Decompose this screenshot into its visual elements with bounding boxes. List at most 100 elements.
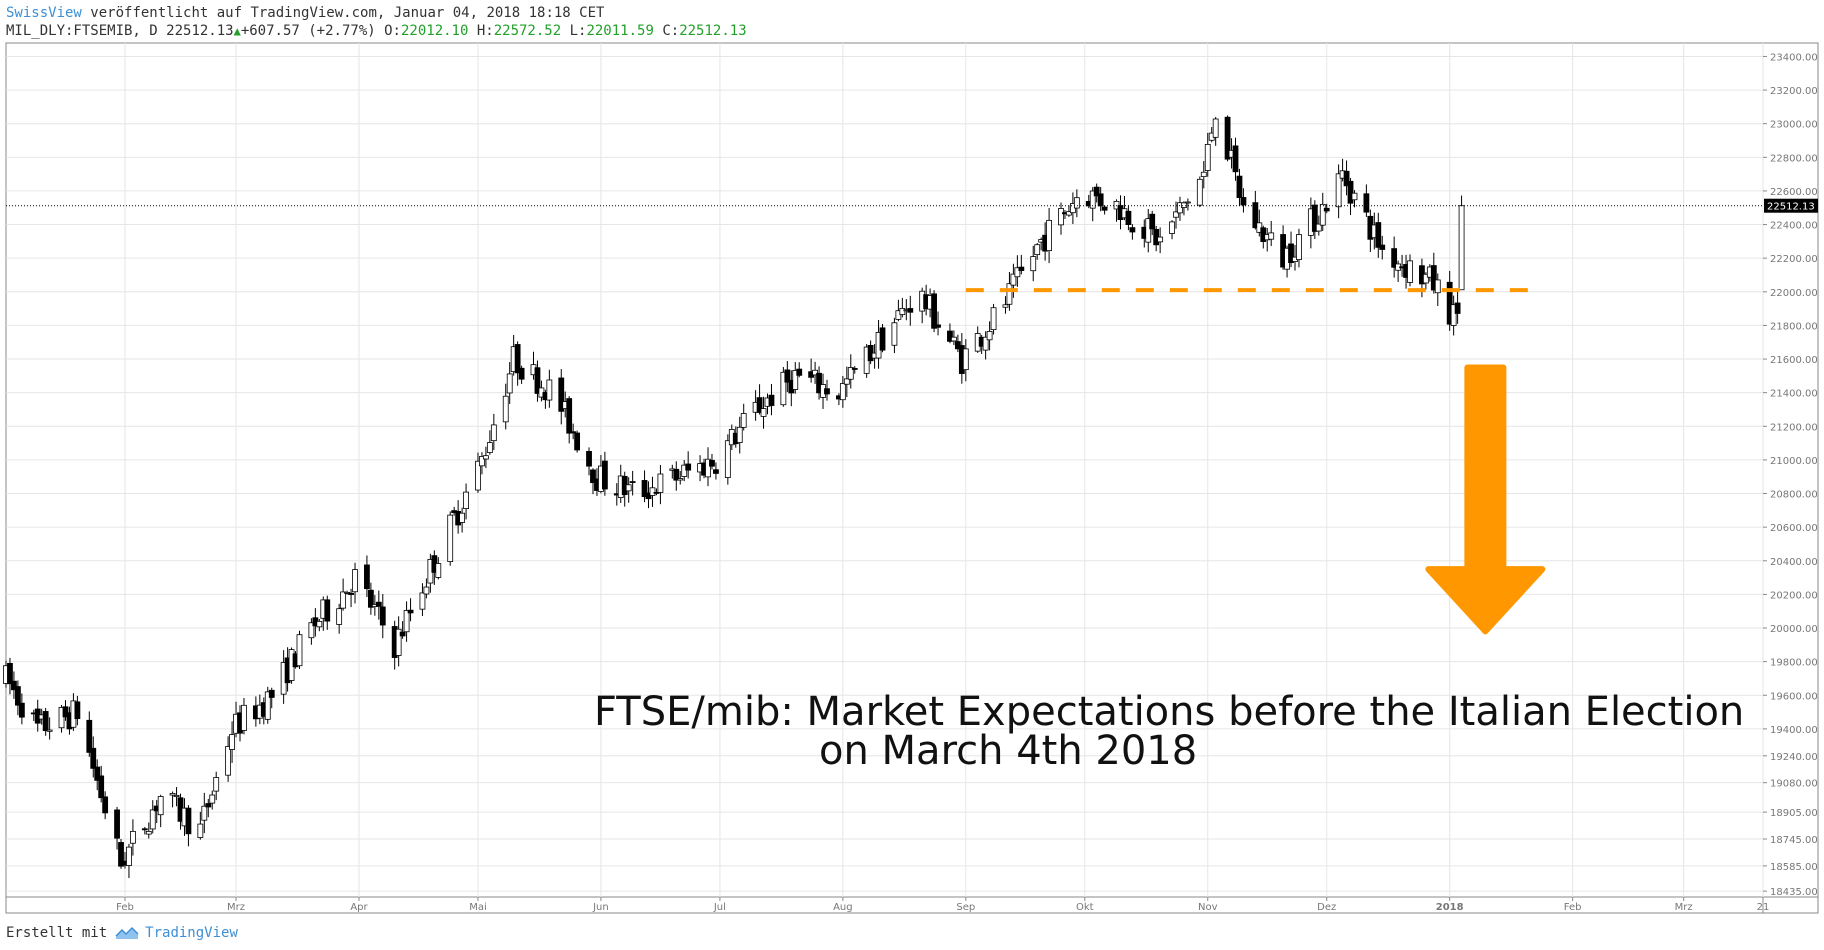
candle-body (62, 706, 69, 718)
candle-body (1073, 197, 1080, 209)
annotations: FTSE/mib: Market Expectations before the… (6, 205, 1763, 774)
candle-body (126, 846, 132, 866)
price-change: +607.57 (+2.77%) (240, 23, 376, 39)
y-tick-label: 19080.00 (1770, 779, 1818, 790)
candle-body (724, 440, 731, 478)
y-tick-label: 21000.00 (1770, 456, 1818, 467)
price-axis[interactable]: 18435.00 18585.00 18745.00 18905.00 19080.00… (1763, 52, 1818, 898)
y-tick-label: 20400.00 (1770, 557, 1818, 568)
candle-body (1002, 304, 1009, 308)
low-value: 22011.59 (586, 23, 654, 39)
time-axis[interactable]: Feb Mrz Apr Mai Jun Jul Aug Sep Okt Nov Dez 2018 Feb… (116, 897, 1769, 913)
y-tick-label: 22000.00 (1770, 288, 1818, 299)
candle-body (213, 777, 220, 792)
x-tick-label: Mai (469, 902, 487, 913)
candle-body (1097, 193, 1104, 207)
candle-body (58, 706, 65, 729)
last-price-label: 22512.13 (1767, 202, 1815, 213)
x-tick-label: Jul (713, 902, 726, 913)
candle-body (1034, 244, 1041, 256)
candle-body (141, 828, 148, 831)
candle-body (506, 373, 513, 394)
candle-body (891, 322, 898, 346)
candle-body (14, 686, 21, 706)
candle-body (241, 704, 247, 731)
candle-body (399, 631, 406, 637)
candle-body (982, 336, 989, 351)
candle-body (673, 468, 680, 481)
candle-body (1311, 204, 1318, 232)
candle-body (1200, 171, 1207, 178)
x-tick-label: Sep (956, 902, 975, 913)
candle-body (419, 592, 426, 610)
y-tick-label: 20000.00 (1770, 624, 1818, 635)
candle-body (1446, 281, 1453, 325)
candle-body (209, 794, 216, 804)
candle-body (1252, 202, 1259, 229)
candle-body (1185, 201, 1191, 204)
candle-body (514, 344, 521, 374)
candle-body (816, 372, 822, 394)
candle-body (625, 484, 632, 492)
candle-body (1430, 265, 1437, 291)
candle-body (1129, 227, 1136, 233)
y-tick-label: 19240.00 (1770, 752, 1818, 763)
candle-body (407, 609, 414, 614)
candle-body (534, 367, 541, 394)
candle-body (756, 397, 763, 413)
candle-body (1379, 244, 1386, 250)
candle-body (185, 807, 192, 835)
candle-body (1125, 210, 1132, 225)
candle-body (990, 307, 997, 331)
candle-body (1240, 197, 1247, 206)
y-tick-label: 18745.00 (1770, 835, 1818, 846)
candle-body (685, 463, 692, 471)
candle-body (1335, 173, 1342, 208)
candle-body (1173, 211, 1179, 218)
candle-body (546, 379, 553, 401)
candle-body (1351, 192, 1358, 201)
candle-body (86, 719, 93, 753)
candle-body (423, 586, 430, 595)
candle-body (1315, 223, 1322, 232)
candle-body (649, 487, 656, 496)
candle-body (114, 809, 120, 839)
candle-body (1391, 248, 1398, 268)
tradingview-brand: TradingView (145, 925, 238, 941)
candle-body (1288, 243, 1294, 264)
candle-body (1375, 222, 1382, 248)
candle-body (145, 830, 152, 835)
y-tick-label: 22200.00 (1770, 254, 1818, 265)
candle-body (479, 456, 485, 467)
candle-body (1196, 178, 1203, 206)
candle-body (847, 367, 854, 380)
candle-body (760, 408, 767, 417)
candle-body (340, 591, 347, 609)
candle-body (1296, 234, 1302, 261)
candle-body (483, 455, 489, 460)
x-tick-label: Feb (116, 902, 134, 913)
candle-body (379, 606, 386, 626)
y-tick-label: 23400.00 (1770, 52, 1818, 63)
candle-body (1089, 190, 1096, 209)
down-arrow-icon (1425, 364, 1546, 635)
up-triangle-icon: ▲ (233, 24, 241, 38)
close-label: C: (662, 23, 680, 39)
x-tick-label: Aug (833, 902, 853, 913)
candle-body (824, 388, 830, 395)
author-link[interactable]: SwissView (6, 5, 82, 21)
candle-body (740, 413, 747, 428)
chart-header-line1: SwissView veröffentlicht auf TradingView… (6, 5, 604, 21)
tradingview-link[interactable]: TradingView (115, 925, 238, 941)
candle-body (502, 395, 509, 423)
candle-body (657, 473, 664, 493)
close-value: 22512.13 (679, 23, 747, 39)
x-tick-label: Mrz (1675, 902, 1693, 913)
candle-body (736, 426, 743, 444)
candle-body (1232, 145, 1239, 173)
candle-body (118, 842, 124, 867)
candle-body (839, 383, 846, 401)
candle-body (558, 377, 565, 412)
candle-body (907, 308, 914, 313)
